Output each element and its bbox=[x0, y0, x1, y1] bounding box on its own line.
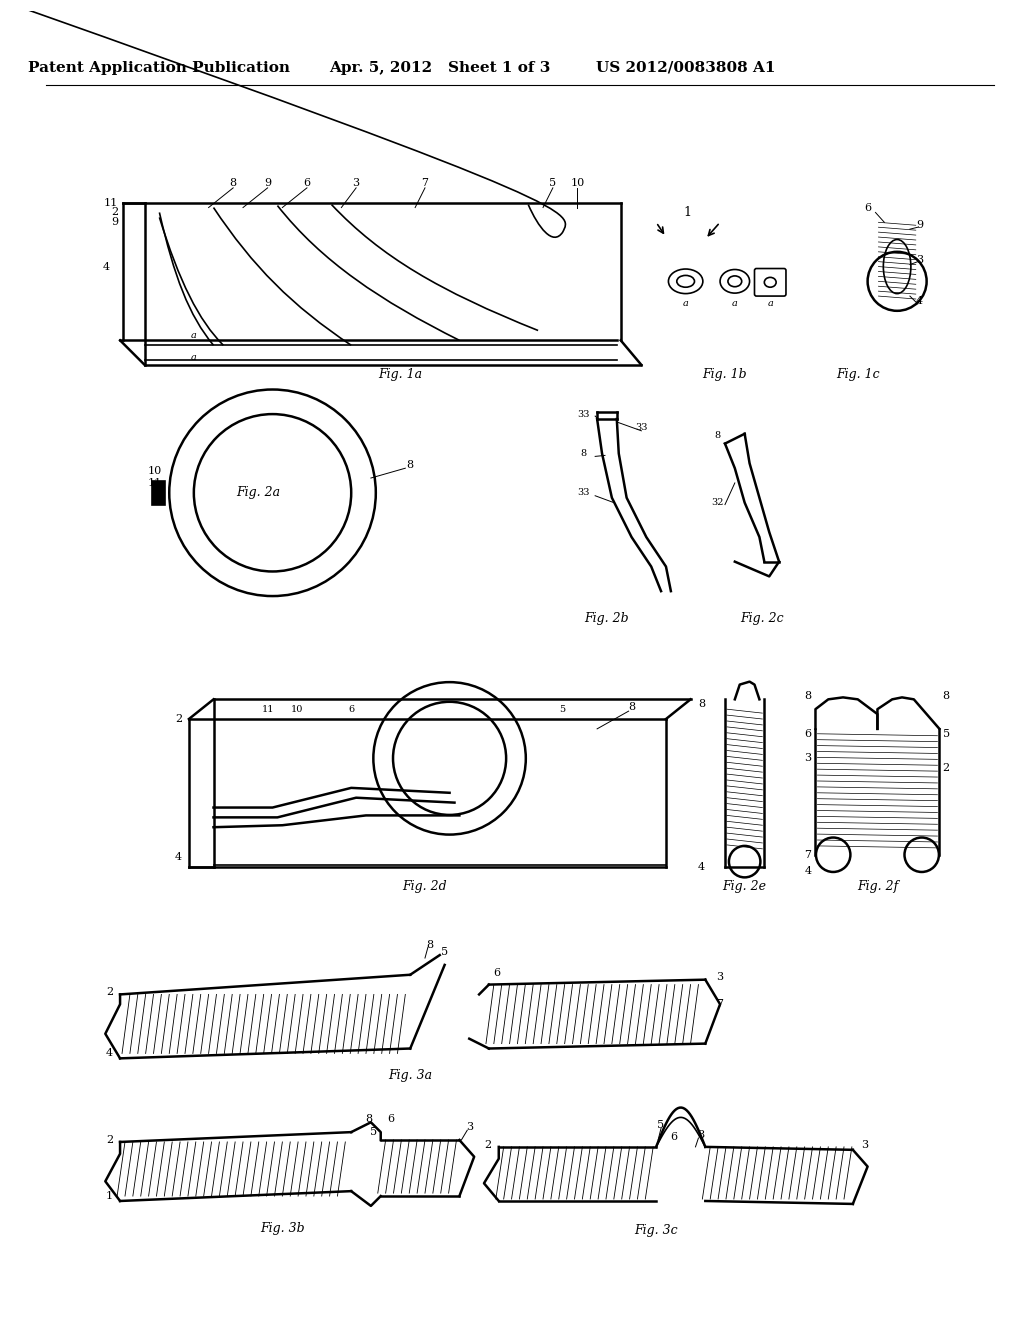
Text: 11: 11 bbox=[103, 198, 118, 207]
Text: Apr. 5, 2012: Apr. 5, 2012 bbox=[329, 61, 432, 75]
Text: 8: 8 bbox=[426, 940, 433, 950]
Text: 7: 7 bbox=[422, 178, 428, 187]
Text: 5: 5 bbox=[371, 1127, 378, 1137]
Text: 10: 10 bbox=[148, 466, 163, 477]
Text: 8: 8 bbox=[714, 432, 720, 441]
Text: 6: 6 bbox=[805, 729, 812, 739]
Text: 3: 3 bbox=[805, 754, 812, 763]
Text: 8: 8 bbox=[696, 1130, 703, 1140]
Text: Fig. 2d: Fig. 2d bbox=[402, 879, 447, 892]
Text: Sheet 1 of 3: Sheet 1 of 3 bbox=[447, 61, 550, 75]
Text: 9: 9 bbox=[916, 220, 924, 230]
Text: 2: 2 bbox=[111, 207, 118, 218]
Text: 4: 4 bbox=[175, 851, 182, 862]
Text: 4: 4 bbox=[916, 296, 924, 306]
Text: 32: 32 bbox=[711, 498, 723, 507]
Text: a: a bbox=[190, 352, 197, 362]
Text: Fig. 3b: Fig. 3b bbox=[260, 1222, 305, 1236]
Text: 4: 4 bbox=[103, 261, 111, 272]
Text: 7: 7 bbox=[717, 999, 724, 1010]
Text: 5: 5 bbox=[943, 729, 950, 739]
Text: 9: 9 bbox=[111, 218, 118, 227]
Text: 6: 6 bbox=[348, 705, 354, 714]
Text: 10: 10 bbox=[570, 178, 585, 187]
Text: 3: 3 bbox=[466, 1122, 473, 1133]
Text: 11: 11 bbox=[261, 705, 273, 714]
Text: Patent Application Publication: Patent Application Publication bbox=[29, 61, 291, 75]
Text: 11: 11 bbox=[148, 478, 163, 488]
Text: 8: 8 bbox=[698, 700, 706, 709]
Text: Fig. 2a: Fig. 2a bbox=[236, 486, 280, 499]
Text: 7: 7 bbox=[805, 850, 812, 859]
Text: 5: 5 bbox=[560, 705, 565, 714]
Text: 8: 8 bbox=[943, 692, 950, 701]
Text: 5: 5 bbox=[441, 948, 449, 957]
Text: 6: 6 bbox=[303, 178, 310, 187]
Text: 6: 6 bbox=[671, 1133, 678, 1142]
Text: 3: 3 bbox=[717, 972, 724, 982]
Text: 33: 33 bbox=[635, 424, 647, 433]
Text: 4: 4 bbox=[698, 862, 706, 871]
Text: 3: 3 bbox=[861, 1140, 868, 1150]
Text: 2: 2 bbox=[106, 1135, 114, 1144]
Text: 8: 8 bbox=[407, 461, 414, 470]
Text: 9: 9 bbox=[264, 178, 271, 187]
Text: 1: 1 bbox=[106, 1191, 114, 1201]
Text: 8: 8 bbox=[229, 178, 237, 187]
Text: 2: 2 bbox=[106, 987, 114, 998]
Text: Fig. 3c: Fig. 3c bbox=[634, 1224, 678, 1237]
Text: a: a bbox=[683, 300, 688, 309]
Text: 4: 4 bbox=[106, 1048, 114, 1059]
Text: 3: 3 bbox=[352, 178, 359, 187]
Text: 2: 2 bbox=[943, 763, 950, 774]
Text: 8: 8 bbox=[581, 449, 587, 458]
Text: 2: 2 bbox=[175, 714, 182, 723]
Text: 2: 2 bbox=[484, 1140, 492, 1150]
Text: 5: 5 bbox=[549, 178, 556, 187]
Text: Fig. 2c: Fig. 2c bbox=[740, 612, 784, 626]
Text: 10: 10 bbox=[291, 705, 303, 714]
Text: Fig. 2e: Fig. 2e bbox=[723, 879, 767, 892]
Text: US 2012/0083808 A1: US 2012/0083808 A1 bbox=[596, 61, 775, 75]
Text: 33: 33 bbox=[578, 488, 590, 498]
Text: 3: 3 bbox=[916, 255, 924, 265]
Text: 8: 8 bbox=[366, 1114, 373, 1125]
Text: a: a bbox=[767, 300, 773, 309]
Text: 5: 5 bbox=[657, 1121, 665, 1130]
Text: Fig. 1c: Fig. 1c bbox=[836, 368, 880, 381]
Text: Fig. 2b: Fig. 2b bbox=[585, 612, 630, 626]
Text: 33: 33 bbox=[578, 409, 590, 418]
Text: Fig. 1a: Fig. 1a bbox=[378, 368, 423, 381]
Text: 1: 1 bbox=[684, 206, 691, 219]
Text: 6: 6 bbox=[494, 968, 501, 978]
Text: Fig. 1b: Fig. 1b bbox=[702, 368, 748, 381]
Text: Fig. 2f: Fig. 2f bbox=[857, 879, 898, 892]
Bar bbox=[152, 480, 165, 504]
Text: Fig. 3a: Fig. 3a bbox=[388, 1069, 432, 1081]
Text: a: a bbox=[732, 300, 737, 309]
Text: 4: 4 bbox=[805, 866, 812, 876]
Text: 6: 6 bbox=[387, 1114, 394, 1125]
Text: 6: 6 bbox=[864, 202, 871, 213]
Text: a: a bbox=[190, 331, 197, 341]
Text: 8: 8 bbox=[628, 702, 635, 713]
Text: 8: 8 bbox=[805, 692, 812, 701]
